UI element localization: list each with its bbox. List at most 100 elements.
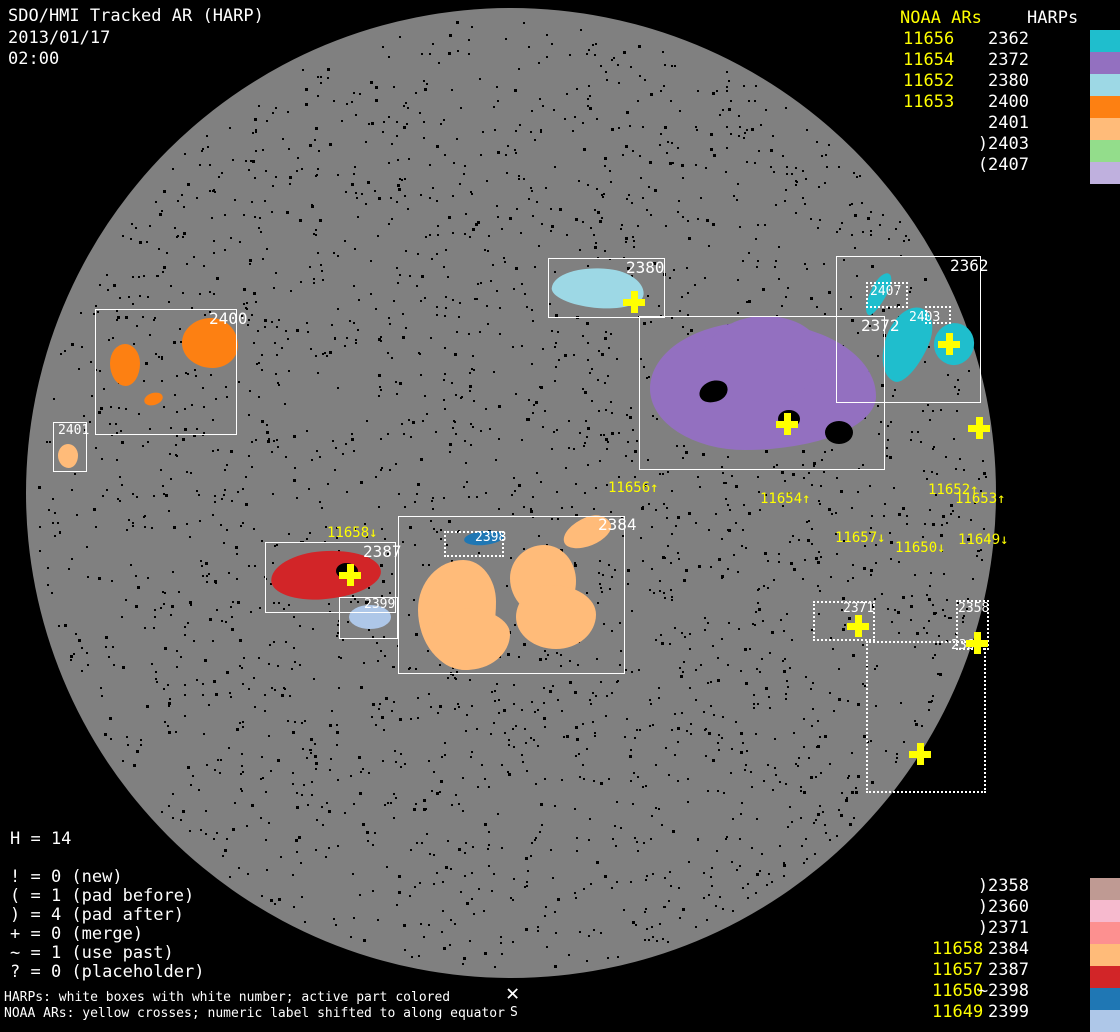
- harp-box-2371[interactable]: [813, 601, 875, 641]
- top-harp-2362: 2362: [988, 29, 1029, 49]
- top-harp-2400: 2400: [988, 92, 1029, 112]
- top-noaa-ar-11653: 11653: [903, 92, 955, 112]
- harp-label-2400: 2400: [209, 309, 248, 328]
- noaa-ar-label-11654: 11654↑: [760, 491, 811, 507]
- harp-label-2380: 2380: [626, 258, 665, 277]
- harp-box-2401[interactable]: [53, 422, 87, 472]
- observation-date: 2013/01/17: [8, 28, 111, 48]
- top-harp-2372: 2372: [988, 50, 1029, 70]
- observation-time: 02:00: [8, 49, 60, 69]
- south-pole-label: S: [510, 1005, 518, 1020]
- harp-box-2400[interactable]: [95, 309, 237, 435]
- harp-label-2403: 2403: [909, 310, 941, 325]
- top-harp-)2403: )2403: [977, 134, 1029, 154]
- harp-label-2407: 2407: [870, 284, 902, 299]
- bottom-swatch-2358: [1090, 878, 1120, 900]
- harp-flag-stat-line: + = 0 (merge): [10, 924, 144, 944]
- noaa-cross[interactable]: [847, 615, 869, 637]
- noaa-cross[interactable]: [909, 743, 931, 765]
- noaa-ar-label-11658: 11658↓: [327, 525, 378, 541]
- bottom-legend-color-swatches: [1090, 878, 1120, 1032]
- bottom-swatch-2384: [1090, 944, 1120, 966]
- harp-label-2372: 2372: [861, 316, 900, 335]
- bottom-noaa-ar-11658: 11658: [932, 939, 984, 959]
- bottom-noaa-ar-11649: 11649: [932, 1002, 984, 1022]
- harp-box-2362[interactable]: [836, 256, 981, 403]
- page-title: SDO/HMI Tracked AR (HARP): [8, 6, 264, 26]
- noaa-cross[interactable]: [938, 333, 960, 355]
- sunspot-umbra: [825, 421, 853, 444]
- active-region-2400-b: [110, 344, 140, 386]
- bottom-harp-)2360: )2360: [977, 897, 1029, 917]
- bottom-harp-2384: 2384: [988, 939, 1029, 959]
- harp-flag-stat-line: ( = 1 (pad before): [10, 886, 195, 906]
- harp-box-2387[interactable]: [265, 542, 396, 613]
- harp-box-2384[interactable]: [398, 516, 625, 674]
- noaa-ar-label-11656: 11656↑: [608, 480, 659, 496]
- harp-count: H = 14: [10, 829, 72, 849]
- harp-label-2362: 2362: [950, 256, 989, 275]
- top-swatch-2372: [1090, 52, 1120, 74]
- top-legend-color-swatches: [1090, 30, 1120, 184]
- active-region-2384-east-b: [516, 585, 596, 649]
- active-region-2384-west-b: [430, 608, 510, 670]
- top-swatch-2380: [1090, 74, 1120, 96]
- top-harp-2380: 2380: [988, 71, 1029, 91]
- top-legend-noaa-header: NOAA ARs: [900, 8, 982, 28]
- bottom-swatch-2387: [1090, 966, 1120, 988]
- bottom-harp-2387: 2387: [988, 960, 1029, 980]
- harp-box-2380[interactable]: [548, 258, 665, 318]
- noaa-ar-label-11653: 11653↑: [955, 491, 1006, 507]
- bottom-swatch-2371: [1090, 922, 1120, 944]
- top-noaa-ar-11656: 11656: [903, 29, 955, 49]
- bottom-harp-)2371: )2371: [977, 918, 1029, 938]
- active-region-2399: [349, 605, 391, 629]
- top-swatch-2362: [1090, 30, 1120, 52]
- harp-label-2387: 2387: [363, 542, 402, 561]
- solar-disk: [26, 8, 996, 978]
- harp-flag-stat-line: ) = 4 (pad after): [10, 905, 184, 925]
- top-swatch-2407: [1090, 162, 1120, 184]
- top-noaa-ar-11652: 11652: [903, 71, 955, 91]
- harp-box-2360[interactable]: [866, 641, 986, 793]
- noaa-cross[interactable]: [966, 632, 988, 654]
- footer-harp-legend: HARPs: white boxes with white number; ac…: [4, 990, 451, 1005]
- noaa-cross[interactable]: [623, 291, 645, 313]
- bottom-harp-2399: 2399: [988, 1002, 1029, 1022]
- harp-box-2372[interactable]: [639, 316, 885, 470]
- top-legend-harp-header: HARPs: [1027, 8, 1079, 28]
- harp-box-2407[interactable]: [866, 282, 908, 308]
- bottom-noaa-ar-11657: 11657: [932, 960, 984, 980]
- active-region-2400: [182, 318, 238, 368]
- top-swatch-2401: [1090, 118, 1120, 140]
- bottom-swatch-2398: [1090, 988, 1120, 1010]
- bottom-swatch-2399: [1090, 1010, 1120, 1032]
- top-noaa-ar-11654: 11654: [903, 50, 955, 70]
- harp-label-2371: 2371: [843, 601, 875, 616]
- noaa-cross[interactable]: [968, 417, 990, 439]
- harp-label-2398: 2398: [475, 530, 507, 545]
- noaa-ar-label-11652: 11652↑: [928, 482, 979, 498]
- noaa-ar-label-11650: 11650↓: [895, 540, 946, 556]
- bottom-noaa-ar-11650: 11650: [932, 981, 984, 1001]
- noaa-cross[interactable]: [776, 413, 798, 435]
- harp-box-2399[interactable]: [339, 597, 398, 639]
- harp-box-2358[interactable]: [956, 600, 989, 650]
- harp-box-2398[interactable]: [444, 531, 504, 557]
- harp-label-2384: 2384: [598, 515, 637, 534]
- top-swatch-2403: [1090, 140, 1120, 162]
- harp-flag-stat-line: ~ = 1 (use past): [10, 943, 174, 963]
- bottom-harp-)2358: )2358: [977, 876, 1029, 896]
- top-swatch-2400: [1090, 96, 1120, 118]
- top-harp-2401: 2401: [988, 113, 1029, 133]
- harp-flag-stat-line: ? = 0 (placeholder): [10, 962, 205, 982]
- noaa-ar-label-11649: 11649↓: [958, 532, 1009, 548]
- harp-box-2403[interactable]: [925, 306, 951, 324]
- footer-noaa-legend: NOAA ARs: yellow crosses; numeric label …: [4, 1006, 505, 1021]
- active-region-2401: [58, 444, 78, 468]
- harp-flag-stat-line: ! = 0 (new): [10, 867, 123, 887]
- noaa-cross[interactable]: [339, 564, 361, 586]
- bottom-harp-~2398: ~2398: [977, 981, 1029, 1001]
- harp-label-2358: 2358: [958, 601, 990, 616]
